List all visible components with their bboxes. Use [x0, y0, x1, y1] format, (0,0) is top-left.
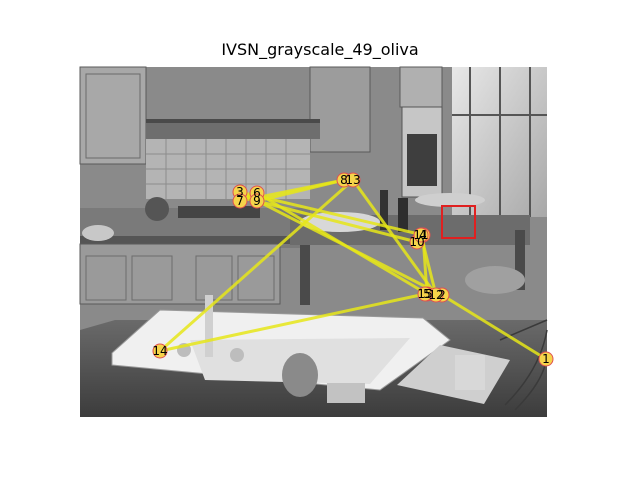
fixation-marker — [249, 193, 265, 209]
fixation-label: 15 — [417, 287, 432, 301]
figure-title: IVSN_grayscale_49_oliva — [221, 40, 419, 59]
window-frame — [452, 67, 547, 217]
fixation-label: 14 — [152, 344, 167, 358]
upper-cabinet-right — [309, 66, 371, 153]
table-leg — [300, 245, 310, 305]
lower-cabinets — [79, 243, 281, 305]
melon — [145, 197, 169, 221]
fixation-marker — [232, 193, 248, 209]
fixation-marker — [345, 172, 361, 188]
fixation-label: 3 — [236, 185, 244, 199]
cabinet-doors — [85, 255, 275, 301]
shelf-edge — [146, 119, 320, 123]
pot — [282, 353, 318, 397]
stove-top — [178, 206, 260, 218]
table-leg-right — [515, 230, 525, 290]
fixation-label: 10 — [409, 235, 424, 249]
fixation-label: 11 — [413, 228, 428, 242]
mug — [455, 355, 485, 390]
wall-shelf — [146, 119, 320, 139]
fixation-label: 6 — [253, 186, 261, 200]
saccade-line — [256, 191, 428, 296]
fixation-label: 2 — [438, 288, 446, 302]
fixation-markers — [152, 172, 554, 367]
counter-edge — [80, 236, 310, 244]
saccade-line — [441, 293, 547, 361]
kitchen-photo — [79, 66, 548, 417]
bowl — [415, 193, 485, 207]
fixation-label: 13 — [345, 173, 360, 187]
sink-handle-right — [230, 348, 244, 362]
saccade-line — [351, 179, 438, 296]
saccade-line — [256, 178, 345, 203]
saccade-line — [159, 178, 354, 353]
fruit-basket — [465, 266, 525, 294]
fixation-marker — [152, 343, 168, 359]
upper-cabinet-left — [79, 66, 147, 165]
fixation-label: 12 — [428, 288, 443, 302]
target-box — [441, 205, 476, 239]
wine-glass — [398, 198, 408, 232]
tile-grid — [146, 139, 310, 199]
fixation-label: 4 — [419, 228, 427, 242]
fixation-label: 5 — [423, 287, 431, 301]
upper-cabinet-tall — [399, 66, 443, 108]
fixation-label: 8 — [340, 173, 348, 187]
bottle — [380, 190, 388, 230]
fixation-label: 7 — [236, 194, 244, 208]
faucet — [205, 295, 213, 357]
fixation-label: 9 — [253, 194, 261, 208]
sponge — [327, 383, 365, 403]
oven-window — [407, 134, 437, 186]
fixation-marker — [413, 227, 429, 243]
cabinet-panel — [85, 73, 141, 159]
fruit-bowl — [82, 225, 114, 241]
saccade-line — [159, 292, 426, 353]
saccade-line — [256, 199, 418, 244]
fixation-marker — [538, 351, 554, 367]
scanpath-lines — [159, 178, 547, 361]
fixation-label: 1 — [542, 352, 550, 366]
fixation-marker — [417, 286, 433, 302]
